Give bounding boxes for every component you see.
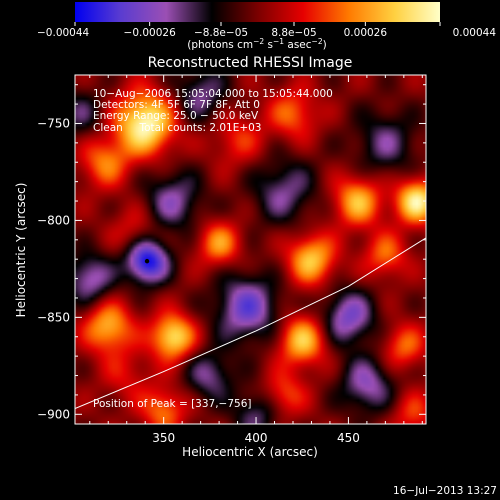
y-tick-label: −850 (37, 310, 70, 324)
unit-text: ) (323, 39, 327, 51)
annotation-energy-range: Energy Range: 25.0 − 50.0 keV (93, 110, 259, 122)
colorbar-tick-label: 8.8e−05 (271, 27, 316, 39)
y-axis: −900 −850 −800 −750 (37, 84, 426, 421)
unit-text: (photons cm (187, 39, 253, 51)
colorbar-tick-label: −0.00044 (37, 27, 90, 39)
unit-exponent: −1 (273, 37, 284, 46)
minimum-marker-dot (144, 258, 150, 264)
timestamp: 16−Jul−2013 13:27 (393, 485, 497, 497)
heatmap-image (75, 75, 426, 424)
colorbar-tick-labels: −0.00044 −0.00026 −8.8e−05 8.8e−05 0.00026 0.… (37, 27, 496, 39)
annotation-detectors: Detectors: 4F 5F 6F 7F 8F, Att 0 (93, 99, 260, 111)
x-tick-label: 350 (152, 431, 175, 445)
solar-limb-curve (75, 237, 426, 409)
y-axis-label: Heliocentric Y (arcsec) (14, 183, 28, 318)
x-tick-label: 400 (245, 431, 268, 445)
plot-frame (74, 74, 427, 425)
annotation-time-range: 10−Aug−2006 15:05:04.000 to 15:05:44.000 (93, 88, 333, 100)
x-tick-label: 450 (337, 431, 360, 445)
y-tick-label: −900 (37, 407, 70, 421)
colorbar-unit-label: (photons cm−2 s−1 asec−2) (187, 37, 326, 51)
colorbar-tick-label: −0.00026 (124, 27, 177, 39)
x-axis-label: Heliocentric X (arcsec) (182, 445, 318, 459)
minimum-marker (144, 258, 150, 264)
chart-title: Reconstructed RHESSI Image (148, 55, 353, 71)
unit-exponent: −2 (312, 37, 323, 46)
colorbar-ticks (74, 22, 441, 26)
y-tick-label: −750 (37, 116, 70, 130)
x-axis: 350 400 450 (89, 75, 423, 445)
unit-exponent: −2 (253, 37, 264, 46)
y-tick-label: −800 (37, 213, 70, 227)
colorbar-tick-label: 0.00026 (344, 27, 388, 39)
annotation-block: 10−Aug−2006 15:05:04.000 to 15:05:44.000… (93, 88, 333, 134)
colorbar-tick-label: 0.00044 (453, 27, 497, 39)
unit-text: s (264, 39, 273, 51)
annotation-clean-counts: Clean Total counts: 2.01E+03 (93, 122, 262, 134)
colorbar-tick-label: −8.8e−05 (194, 27, 248, 39)
unit-text: asec (284, 39, 312, 51)
colorbar (75, 2, 440, 22)
peak-position-label: Position of Peak = [337,−756] (93, 398, 252, 410)
heatmap-raster (75, 75, 426, 424)
